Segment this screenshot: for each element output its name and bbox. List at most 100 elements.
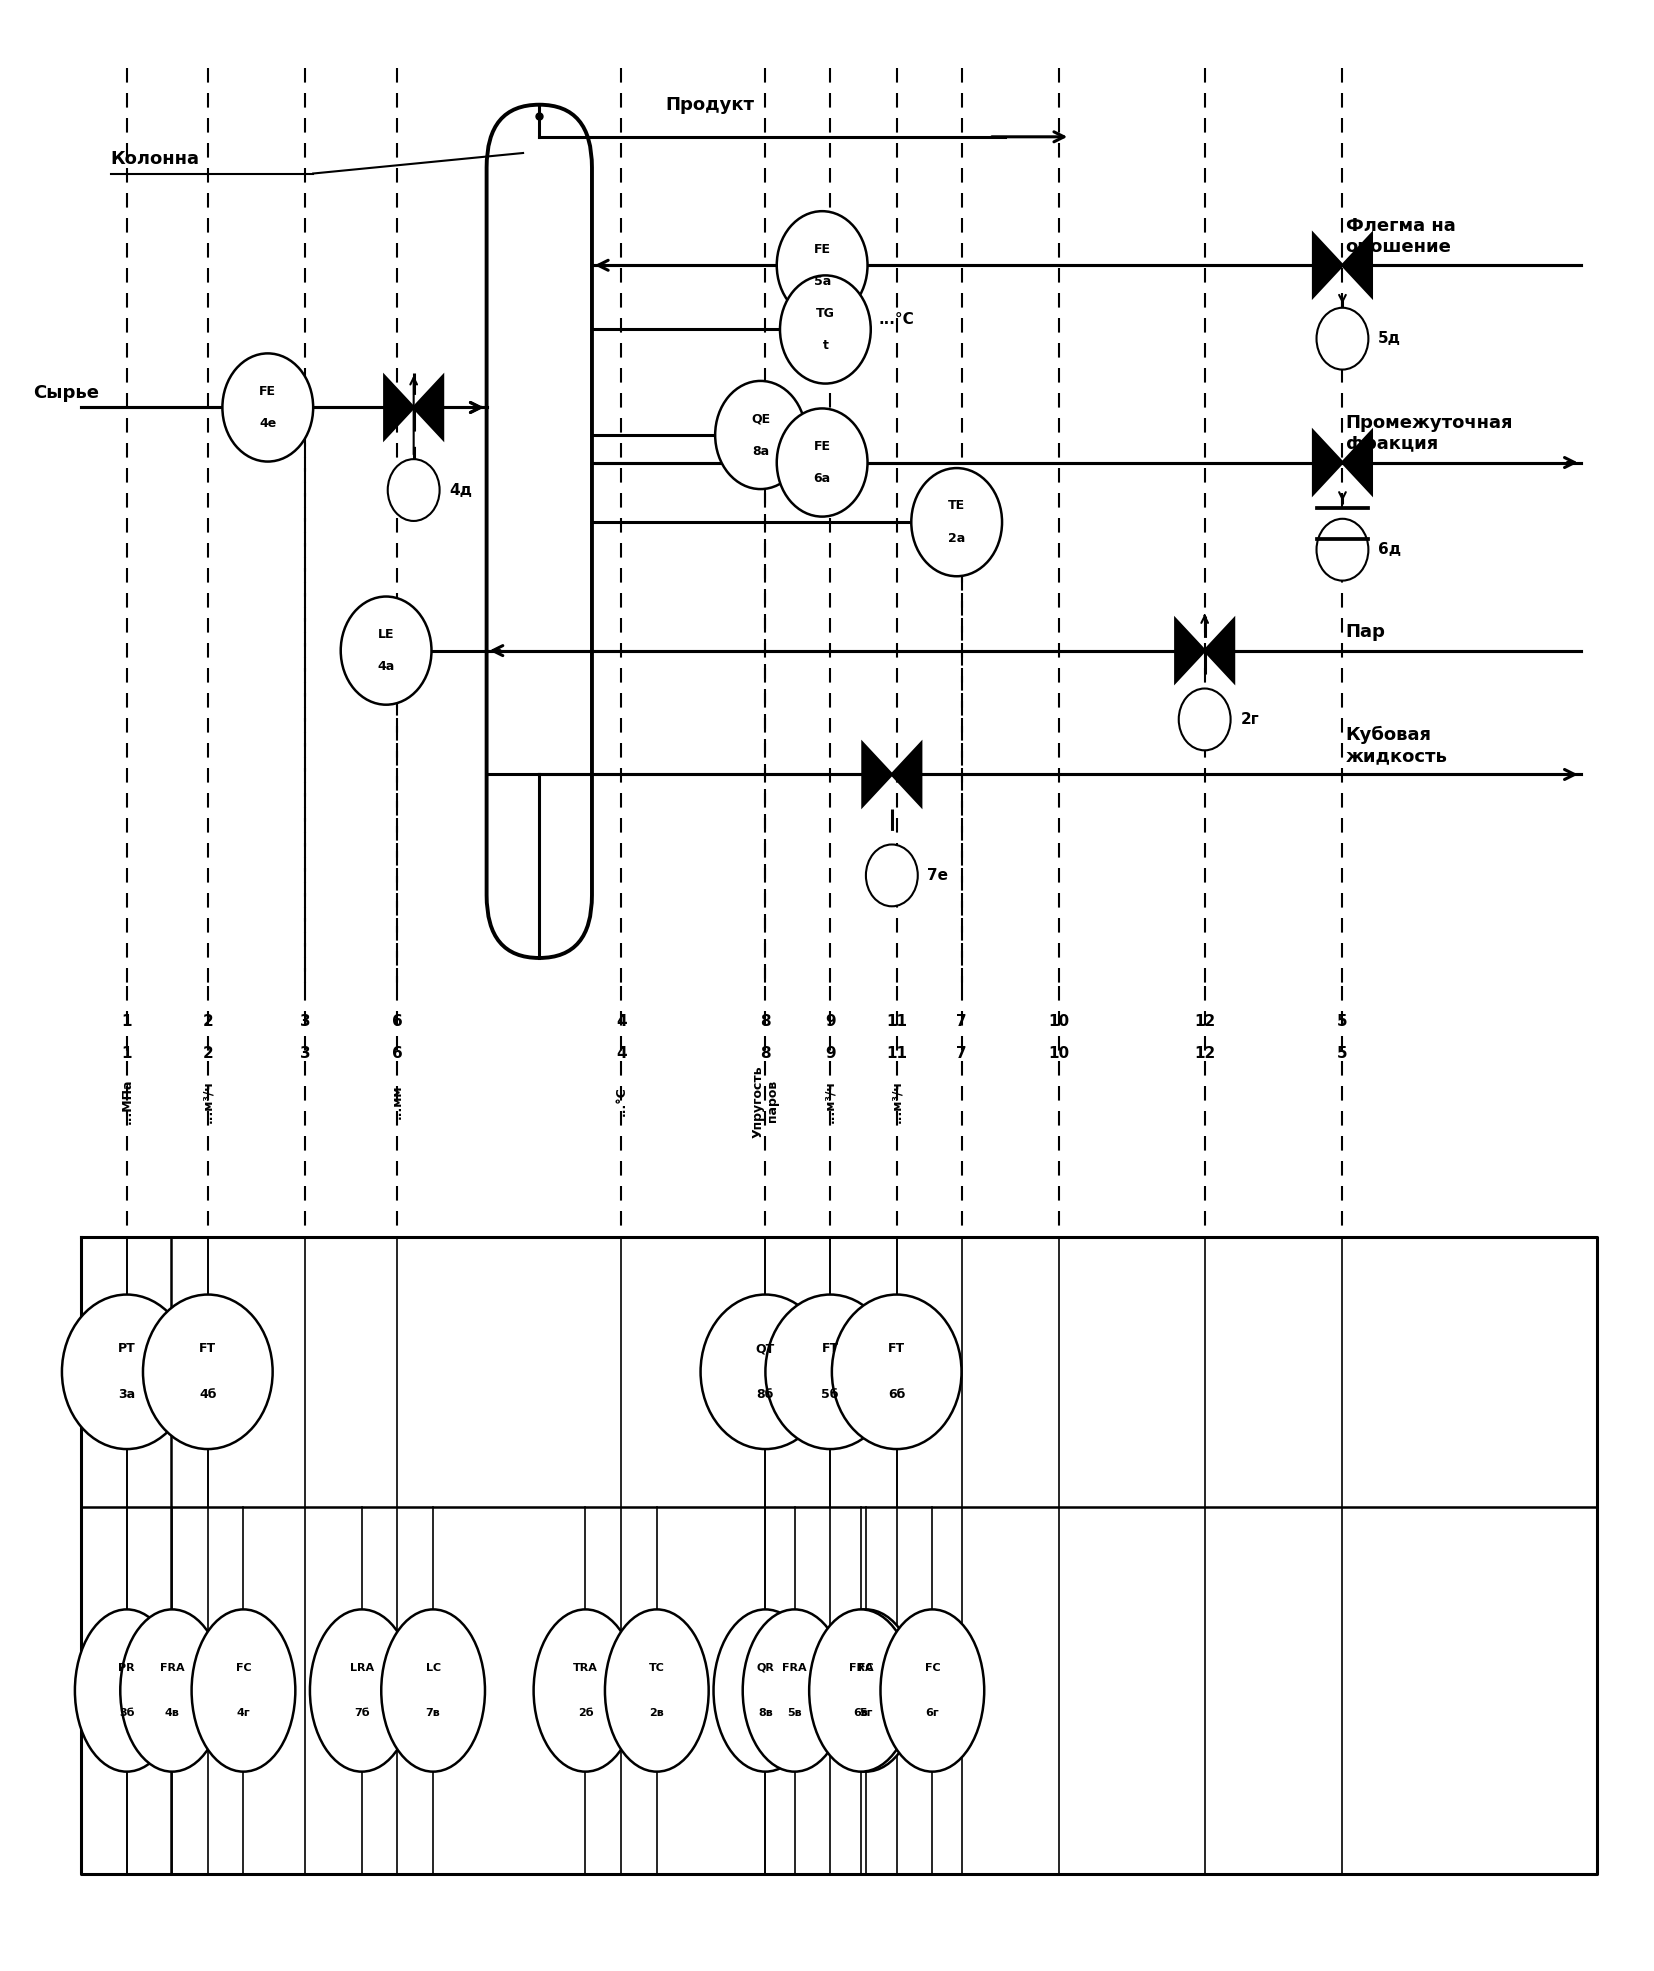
Text: 3: 3 — [299, 1015, 311, 1029]
Text: FE: FE — [814, 242, 830, 256]
Text: 8: 8 — [761, 1015, 771, 1029]
Text: 10: 10 — [1049, 1015, 1070, 1029]
Circle shape — [222, 353, 313, 461]
Polygon shape — [1176, 619, 1204, 682]
Text: 1: 1 — [121, 1045, 132, 1060]
Text: 5б: 5б — [822, 1388, 839, 1401]
Text: Сырье: Сырье — [33, 384, 99, 402]
Text: 4е: 4е — [260, 418, 276, 430]
Text: 6: 6 — [392, 1045, 404, 1060]
Text: 2: 2 — [202, 1015, 213, 1029]
Ellipse shape — [880, 1610, 984, 1772]
Ellipse shape — [713, 1610, 817, 1772]
Ellipse shape — [743, 1610, 847, 1772]
Text: Промежуточная
фракция: Промежуточная фракция — [1346, 414, 1513, 453]
Text: 5а: 5а — [814, 276, 830, 288]
Text: 12: 12 — [1194, 1015, 1216, 1029]
Text: LC: LC — [425, 1664, 440, 1673]
Text: 7: 7 — [956, 1015, 968, 1029]
Text: 10: 10 — [1049, 1045, 1070, 1060]
Text: FT: FT — [198, 1342, 217, 1356]
Text: FT: FT — [822, 1342, 839, 1356]
Circle shape — [911, 467, 1002, 576]
Text: 4а: 4а — [377, 660, 395, 674]
Circle shape — [1317, 307, 1368, 371]
Text: 2: 2 — [202, 1045, 213, 1060]
Text: 4: 4 — [615, 1015, 627, 1029]
Text: ...м³/ч: ...м³/ч — [824, 1080, 837, 1123]
Polygon shape — [1343, 235, 1371, 296]
Text: ...м³/ч: ...м³/ч — [890, 1080, 903, 1123]
Ellipse shape — [309, 1610, 414, 1772]
Polygon shape — [1313, 235, 1343, 296]
FancyBboxPatch shape — [486, 104, 592, 958]
Text: PR: PR — [119, 1664, 136, 1673]
Text: FE: FE — [260, 384, 276, 398]
Polygon shape — [384, 376, 414, 440]
Text: 2в: 2в — [650, 1709, 665, 1719]
Text: 9: 9 — [825, 1045, 835, 1060]
Text: 7в: 7в — [425, 1709, 440, 1719]
Text: 8в: 8в — [758, 1709, 772, 1719]
Circle shape — [1317, 518, 1368, 581]
Circle shape — [867, 844, 918, 907]
Text: FRA: FRA — [849, 1664, 873, 1673]
Polygon shape — [1343, 432, 1371, 495]
Circle shape — [387, 459, 440, 520]
Circle shape — [142, 1295, 273, 1449]
Text: 9: 9 — [825, 1015, 835, 1029]
Text: 5г: 5г — [858, 1709, 873, 1719]
Text: 4в: 4в — [165, 1709, 180, 1719]
Polygon shape — [892, 743, 921, 806]
Text: 5: 5 — [1336, 1015, 1348, 1029]
Text: 8а: 8а — [753, 445, 769, 457]
Text: QE: QE — [751, 412, 771, 426]
Text: 6д: 6д — [1378, 542, 1401, 558]
Circle shape — [766, 1295, 895, 1449]
Text: 1: 1 — [121, 1015, 132, 1029]
Text: Пар: Пар — [1346, 623, 1386, 641]
Text: LE: LE — [377, 629, 394, 641]
Text: TG: TG — [815, 307, 835, 319]
Circle shape — [781, 276, 870, 384]
Text: 11: 11 — [887, 1045, 906, 1060]
Text: TRA: TRA — [572, 1664, 597, 1673]
Text: 4: 4 — [615, 1045, 627, 1060]
Ellipse shape — [74, 1610, 179, 1772]
Text: QT: QT — [756, 1342, 776, 1356]
Ellipse shape — [809, 1610, 913, 1772]
Text: ...МПа: ...МПа — [121, 1078, 134, 1123]
Polygon shape — [414, 376, 443, 440]
Text: 4г: 4г — [237, 1709, 250, 1719]
Text: ...мм: ...мм — [390, 1084, 404, 1120]
Text: 6б: 6б — [888, 1388, 905, 1401]
Text: PT: PT — [117, 1342, 136, 1356]
Text: Щит уп-
равления: Щит уп- равления — [78, 1652, 109, 1729]
Circle shape — [1179, 688, 1231, 751]
Text: 3а: 3а — [117, 1388, 136, 1401]
Text: TE: TE — [948, 499, 966, 512]
Text: FT: FT — [888, 1342, 905, 1356]
Text: ...м³/ч: ...м³/ч — [202, 1080, 215, 1123]
Text: LRA: LRA — [349, 1664, 374, 1673]
Text: FE: FE — [814, 440, 830, 453]
Text: 7: 7 — [956, 1045, 968, 1060]
Text: 2б: 2б — [577, 1709, 594, 1719]
Ellipse shape — [605, 1610, 708, 1772]
Text: 7е: 7е — [928, 867, 948, 883]
Ellipse shape — [814, 1610, 918, 1772]
Text: Кубовая
жидкость: Кубовая жидкость — [1346, 725, 1447, 765]
Circle shape — [61, 1295, 192, 1449]
Text: 12: 12 — [1194, 1045, 1216, 1060]
Text: Приборы
местные: Приборы местные — [78, 1336, 109, 1407]
Circle shape — [715, 380, 805, 489]
Ellipse shape — [382, 1610, 485, 1772]
Ellipse shape — [534, 1610, 637, 1772]
Text: 7б: 7б — [354, 1709, 369, 1719]
Text: ...°С: ...°С — [615, 1086, 627, 1116]
Text: FRA: FRA — [782, 1664, 807, 1673]
Text: Флегма на
орошение: Флегма на орошение — [1346, 217, 1456, 256]
Text: FC: FC — [235, 1664, 251, 1673]
Text: 2г: 2г — [1240, 712, 1259, 727]
Text: ...°С: ...°С — [878, 311, 915, 327]
